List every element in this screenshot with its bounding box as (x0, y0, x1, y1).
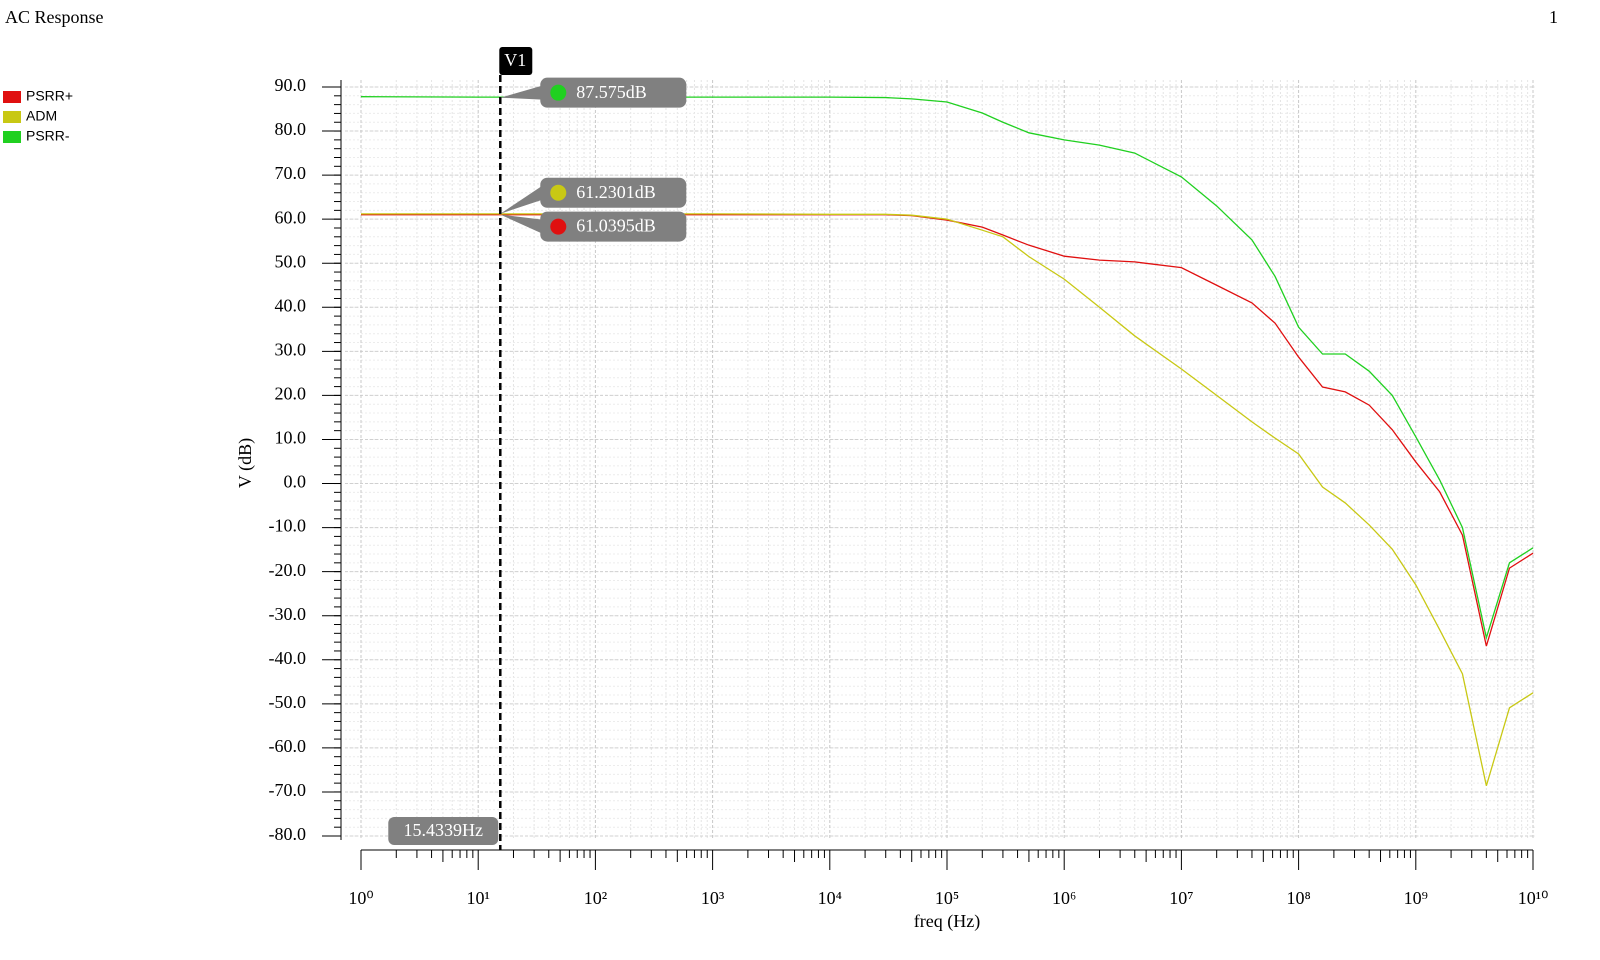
y-tick-label: 60.0 (275, 207, 307, 227)
legend-label: PSRR- (26, 128, 70, 144)
y-axis-label: V (dB) (235, 438, 256, 488)
readout-bubble (540, 77, 687, 108)
x-tick-label: 10⁰ (348, 888, 373, 908)
x-tick-label: 10³ (701, 888, 725, 908)
y-tick-label: 90.0 (275, 75, 307, 95)
x-tick-label: 10¹⁰ (1518, 888, 1549, 908)
legend-swatch (3, 131, 21, 143)
series-line (360, 96, 1534, 641)
y-tick-label: 40.0 (275, 295, 307, 315)
readout-label: 87.575dB (576, 82, 647, 102)
y-tick-label: 0.0 (284, 472, 307, 492)
x-tick-label: 10⁹ (1404, 888, 1428, 908)
y-tick-label: 70.0 (275, 163, 307, 183)
readout-leader (500, 214, 543, 234)
y-tick-label: -70.0 (269, 780, 307, 800)
legend-label: PSRR+ (26, 88, 73, 104)
y-tick-label: -30.0 (269, 604, 307, 624)
window-index: 1 (1549, 7, 1558, 27)
readout-label: 61.0395dB (576, 216, 656, 236)
x-tick-label: 10¹ (466, 888, 489, 908)
readout-bubble (540, 211, 687, 242)
y-tick-label: -10.0 (269, 516, 307, 536)
x-tick-label: 10⁴ (818, 888, 842, 908)
readout-bubble (540, 177, 687, 208)
readout-dot (550, 84, 567, 101)
readout-dot (550, 218, 567, 235)
y-tick-label: -50.0 (269, 692, 307, 712)
y-tick-label: 50.0 (275, 251, 307, 271)
legend-label: ADM (26, 108, 57, 124)
cursor-x-bubble (388, 817, 499, 845)
legend-swatch (3, 91, 21, 103)
readout-leader (500, 85, 543, 100)
y-tick-label: 20.0 (275, 384, 307, 404)
x-tick-label: 10⁸ (1286, 888, 1310, 908)
cursor-name: V1 (504, 50, 526, 70)
readout-leader (500, 185, 543, 214)
y-tick-label: -40.0 (269, 648, 307, 668)
y-tick-label: -80.0 (269, 824, 307, 844)
readout-label: 61.2301dB (576, 182, 656, 202)
y-tick-label: 10.0 (275, 428, 307, 448)
y-tick-label: -60.0 (269, 736, 307, 756)
cursor-x-label: 15.4339Hz (404, 820, 484, 840)
x-tick-label: 10⁶ (1052, 888, 1076, 908)
y-tick-label: -20.0 (269, 560, 307, 580)
series-line (361, 213, 1534, 786)
x-tick-label: 10² (584, 888, 607, 908)
readout-dot (550, 184, 567, 201)
x-axis-label: freq (Hz) (914, 911, 980, 932)
legend-swatch (3, 111, 21, 123)
y-tick-label: 80.0 (275, 119, 307, 139)
cursor-tag (499, 47, 533, 75)
y-tick-label: 30.0 (275, 339, 307, 359)
chart-title: AC Response (5, 7, 104, 27)
x-tick-label: 10⁷ (1169, 888, 1193, 908)
x-tick-label: 10⁵ (935, 888, 959, 908)
